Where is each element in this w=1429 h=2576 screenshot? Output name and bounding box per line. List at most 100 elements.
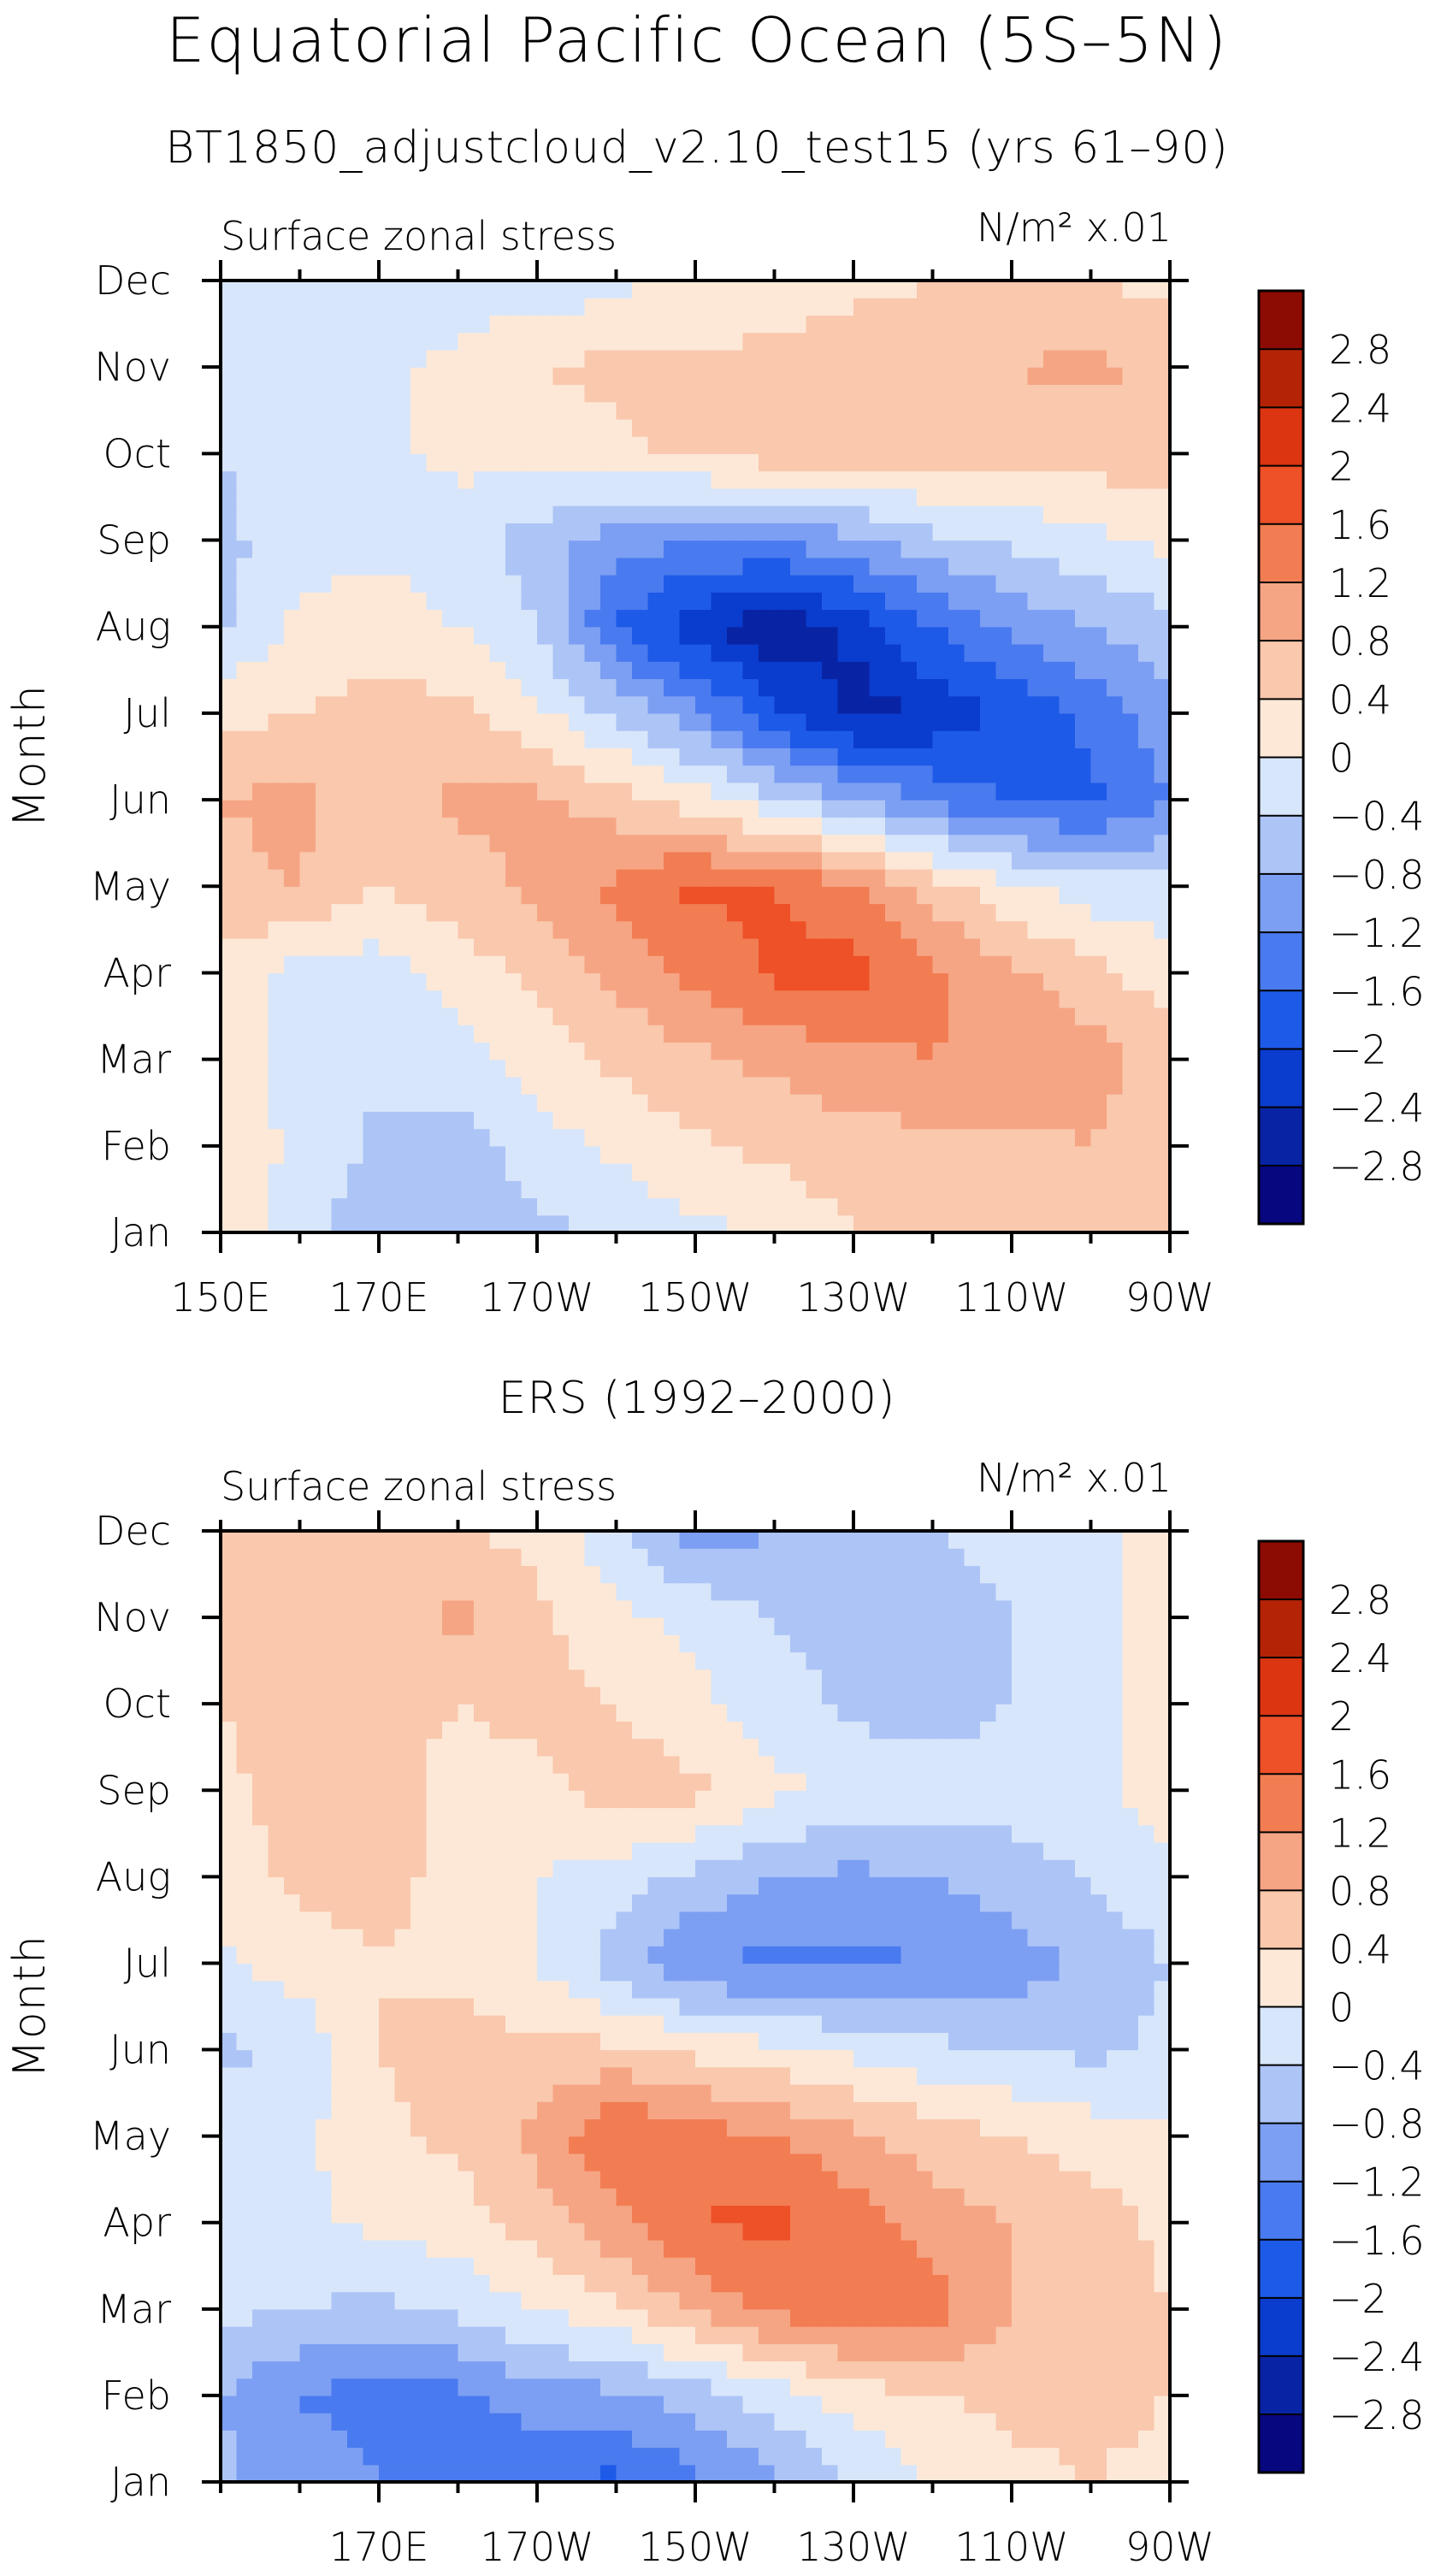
contour-cell xyxy=(1107,955,1124,974)
contour-cell xyxy=(379,626,396,645)
contour-cell xyxy=(616,453,633,472)
contour-cell xyxy=(1138,592,1155,611)
contour-cell xyxy=(1138,540,1155,558)
contour-cell xyxy=(790,592,807,611)
contour-cell xyxy=(869,1145,886,1164)
contour-cell xyxy=(727,851,744,870)
contour-cell xyxy=(948,2464,965,2482)
contour-cell xyxy=(537,523,554,541)
contour-cell xyxy=(711,2343,728,2362)
contour-cell xyxy=(711,886,728,905)
contour-cell xyxy=(552,955,570,974)
contour-cell xyxy=(569,1180,586,1199)
contour-cell xyxy=(711,1197,728,1216)
contour-cell xyxy=(1043,1059,1060,1078)
contour-cell xyxy=(379,1059,396,1078)
contour-cell xyxy=(600,678,617,697)
contour-cell xyxy=(964,487,981,506)
contour-cell xyxy=(1154,800,1170,818)
contour-cell xyxy=(252,2378,269,2396)
contour-cell xyxy=(299,747,316,766)
contour-cell xyxy=(569,418,586,437)
contour-cell xyxy=(1122,2413,1139,2431)
contour-cell xyxy=(1090,2413,1107,2431)
contour-cell xyxy=(806,349,823,368)
contour-cell xyxy=(647,332,664,351)
contour-cell xyxy=(221,2464,238,2482)
contour-cell xyxy=(284,298,301,316)
contour-cell xyxy=(299,2291,316,2310)
contour-cell xyxy=(711,2032,728,2051)
contour-cell xyxy=(410,453,428,472)
contour-cell xyxy=(917,626,934,645)
contour-cell xyxy=(632,2049,649,2068)
contour-cell xyxy=(1043,1145,1060,1164)
contour-cell xyxy=(1059,972,1076,991)
contour-cell xyxy=(347,557,364,576)
contour-cell xyxy=(853,2032,871,2051)
contour-cell xyxy=(711,281,728,298)
contour-cell xyxy=(394,2136,411,2154)
contour-cell xyxy=(521,2101,538,2120)
contour-cell xyxy=(458,1197,475,1216)
contour-cell xyxy=(600,2257,617,2275)
contour-cell xyxy=(584,695,601,714)
contour-cell xyxy=(964,2032,981,2051)
contour-cell xyxy=(394,1094,411,1112)
contour-cell xyxy=(774,817,791,836)
contour-cell xyxy=(1027,2343,1044,2362)
contour-cell xyxy=(394,2447,411,2466)
contour-cell xyxy=(552,972,570,991)
contour-cell xyxy=(917,384,934,403)
contour-cell xyxy=(221,2447,238,2466)
contour-cell xyxy=(964,712,981,731)
contour-cell xyxy=(458,765,475,783)
contour-cell xyxy=(822,2308,839,2327)
contour-cell xyxy=(316,920,333,939)
contour-cell xyxy=(917,2447,934,2466)
contour-cell xyxy=(1090,2222,1107,2241)
contour-cell xyxy=(932,747,949,766)
contour-cell xyxy=(394,1042,411,1061)
contour-cell xyxy=(600,332,617,351)
contour-cell xyxy=(394,695,411,714)
contour-cell xyxy=(790,834,807,853)
contour-cell xyxy=(869,592,886,611)
contour-cell xyxy=(426,2205,443,2224)
contour-cell xyxy=(869,349,886,368)
contour-cell xyxy=(917,592,934,611)
contour-cell xyxy=(995,1180,1013,1199)
contour-cell xyxy=(569,2257,586,2275)
contour-cell xyxy=(806,2153,823,2171)
contour-cell xyxy=(268,800,285,818)
contour-cell xyxy=(948,2171,965,2189)
contour-cell xyxy=(1154,730,1170,748)
contour-cell xyxy=(1107,2447,1124,2466)
contour-cell xyxy=(932,2136,949,2154)
contour-cell xyxy=(569,2101,586,2120)
contour-cell xyxy=(268,315,285,334)
contour-cell xyxy=(774,782,791,801)
contour-cell xyxy=(822,869,839,887)
contour-cell xyxy=(299,1180,316,1199)
contour-cell xyxy=(458,2032,475,2051)
contour-cell xyxy=(1138,453,1155,472)
contour-cell xyxy=(379,2066,396,2085)
contour-cell xyxy=(236,2257,253,2275)
contour-cell xyxy=(917,2205,934,2224)
contour-cell xyxy=(521,2378,538,2396)
contour-cell xyxy=(552,1145,570,1164)
contour-cell xyxy=(316,1145,333,1164)
contour-cell xyxy=(837,747,854,766)
contour-cell xyxy=(964,2326,981,2344)
contour-cell xyxy=(901,2118,918,2137)
contour-cell xyxy=(1107,678,1124,697)
contour-cell xyxy=(1012,418,1029,437)
contour-cell xyxy=(1059,540,1076,558)
contour-cell xyxy=(426,453,443,472)
contour-cell xyxy=(331,2032,348,2051)
contour-cell xyxy=(932,972,949,991)
contour-cell xyxy=(410,886,428,905)
contour-cell xyxy=(711,2326,728,2344)
contour-cell xyxy=(1154,2136,1170,2154)
